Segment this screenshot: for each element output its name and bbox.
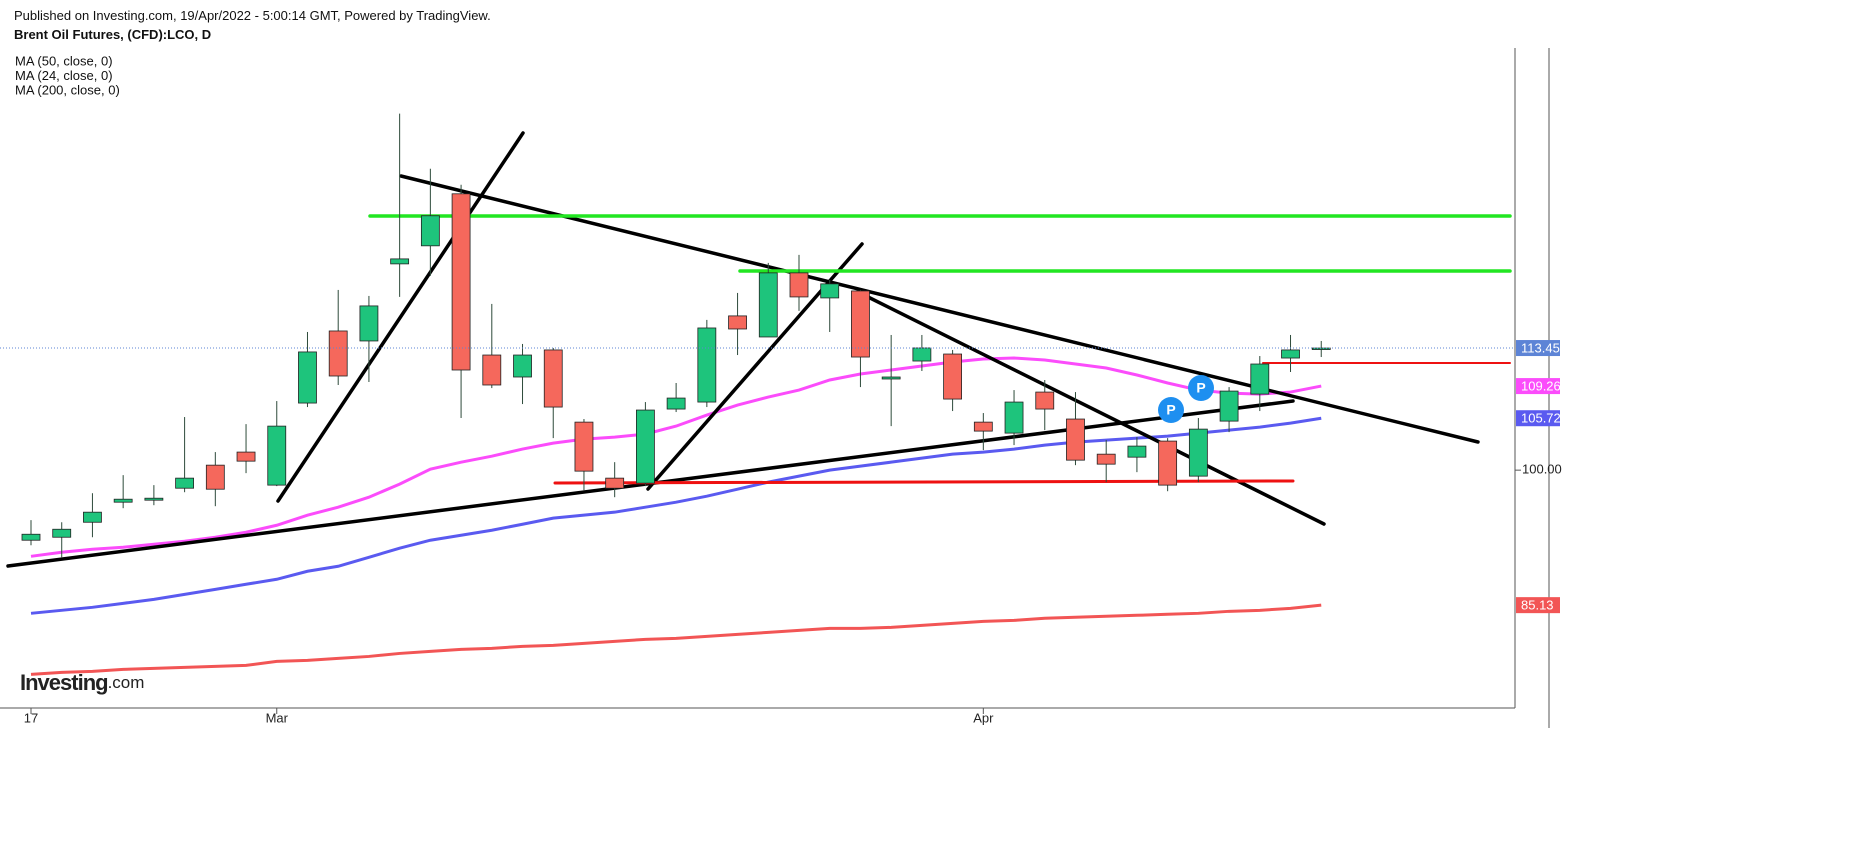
candle-body <box>83 511 102 523</box>
legend-entry: MA (50, close, 0) <box>15 53 113 68</box>
support-line <box>553 479 1295 485</box>
candle-body <box>328 330 348 377</box>
candle-body <box>1127 445 1147 458</box>
candle-body <box>1066 418 1085 461</box>
candle-body <box>1219 390 1239 422</box>
legend-entry: MA (24, close, 0) <box>15 68 113 83</box>
candle-body <box>175 477 195 489</box>
candle-body <box>390 258 410 265</box>
candle-body <box>1158 440 1178 486</box>
price-tag <box>1516 378 1560 395</box>
moving-averages <box>30 356 1322 676</box>
price-tag <box>1516 410 1560 427</box>
candle-body <box>236 451 256 462</box>
candle-body <box>513 354 532 378</box>
candle-body <box>666 397 686 410</box>
candle-body <box>267 425 287 486</box>
candles <box>21 113 1331 558</box>
ma-line <box>30 356 1322 558</box>
price-tag-label: 85.13 <box>1521 598 1554 613</box>
subtitle: Published on Investing.com, 19/Apr/2022 … <box>14 8 491 23</box>
candle-body <box>482 354 502 386</box>
marker-label: P <box>1196 380 1205 396</box>
candle-body <box>728 315 747 330</box>
price-tag-label: 105.72 <box>1521 411 1561 426</box>
drawings <box>6 131 1512 568</box>
logo: Investing.com <box>20 670 144 695</box>
candle-body <box>789 272 809 298</box>
candle-body <box>851 290 870 358</box>
candle-body <box>1035 391 1055 410</box>
x-tick-label: Apr <box>973 710 994 725</box>
candle-body <box>1311 347 1331 350</box>
trendline <box>276 131 525 503</box>
marker-label: P <box>1166 402 1175 418</box>
candle-body <box>1188 428 1208 477</box>
candle-body <box>113 498 133 503</box>
marker <box>1188 375 1214 401</box>
marker <box>1158 397 1184 423</box>
candle-body <box>543 349 563 408</box>
trendline <box>858 291 1326 526</box>
candle-body <box>1281 349 1300 359</box>
candle-body <box>758 272 778 338</box>
candle-body <box>359 305 379 342</box>
candle-body <box>451 193 471 371</box>
candle-body <box>144 497 164 501</box>
trendline <box>399 174 1480 444</box>
ma-line <box>30 603 1322 676</box>
candle-body <box>697 327 717 403</box>
candle-body <box>973 421 993 432</box>
candle-body <box>912 347 932 362</box>
candle-body <box>52 528 72 538</box>
candle-body <box>1004 401 1024 434</box>
y-tick-label: 100.00 <box>1522 462 1562 477</box>
legend-entry: MA (200, close, 0) <box>15 82 120 97</box>
logo-main: Investing <box>20 670 108 695</box>
x-tick-label: 17 <box>24 710 38 725</box>
candle-body <box>605 477 625 489</box>
candle-body <box>298 351 317 404</box>
price-tag <box>1516 340 1560 357</box>
price-tag <box>1516 597 1560 614</box>
candle-body <box>943 353 962 400</box>
candle-body <box>1250 363 1270 395</box>
price-tag-label: 113.45 <box>1521 340 1560 355</box>
candle-body <box>574 421 594 472</box>
logo-suffix: .com <box>108 673 145 692</box>
candle-body <box>636 409 655 484</box>
title: Brent Oil Futures, (CFD):LCO, D <box>14 27 212 42</box>
candle-body <box>1096 453 1116 465</box>
candle-body <box>881 376 901 380</box>
price-tag-label: 109.26 <box>1521 379 1561 394</box>
x-tick-label: Mar <box>266 710 289 725</box>
candle-body <box>205 464 225 490</box>
candle-body <box>21 533 41 541</box>
ma-line <box>30 416 1322 615</box>
candle-body <box>420 215 440 247</box>
candle-body <box>820 283 840 299</box>
